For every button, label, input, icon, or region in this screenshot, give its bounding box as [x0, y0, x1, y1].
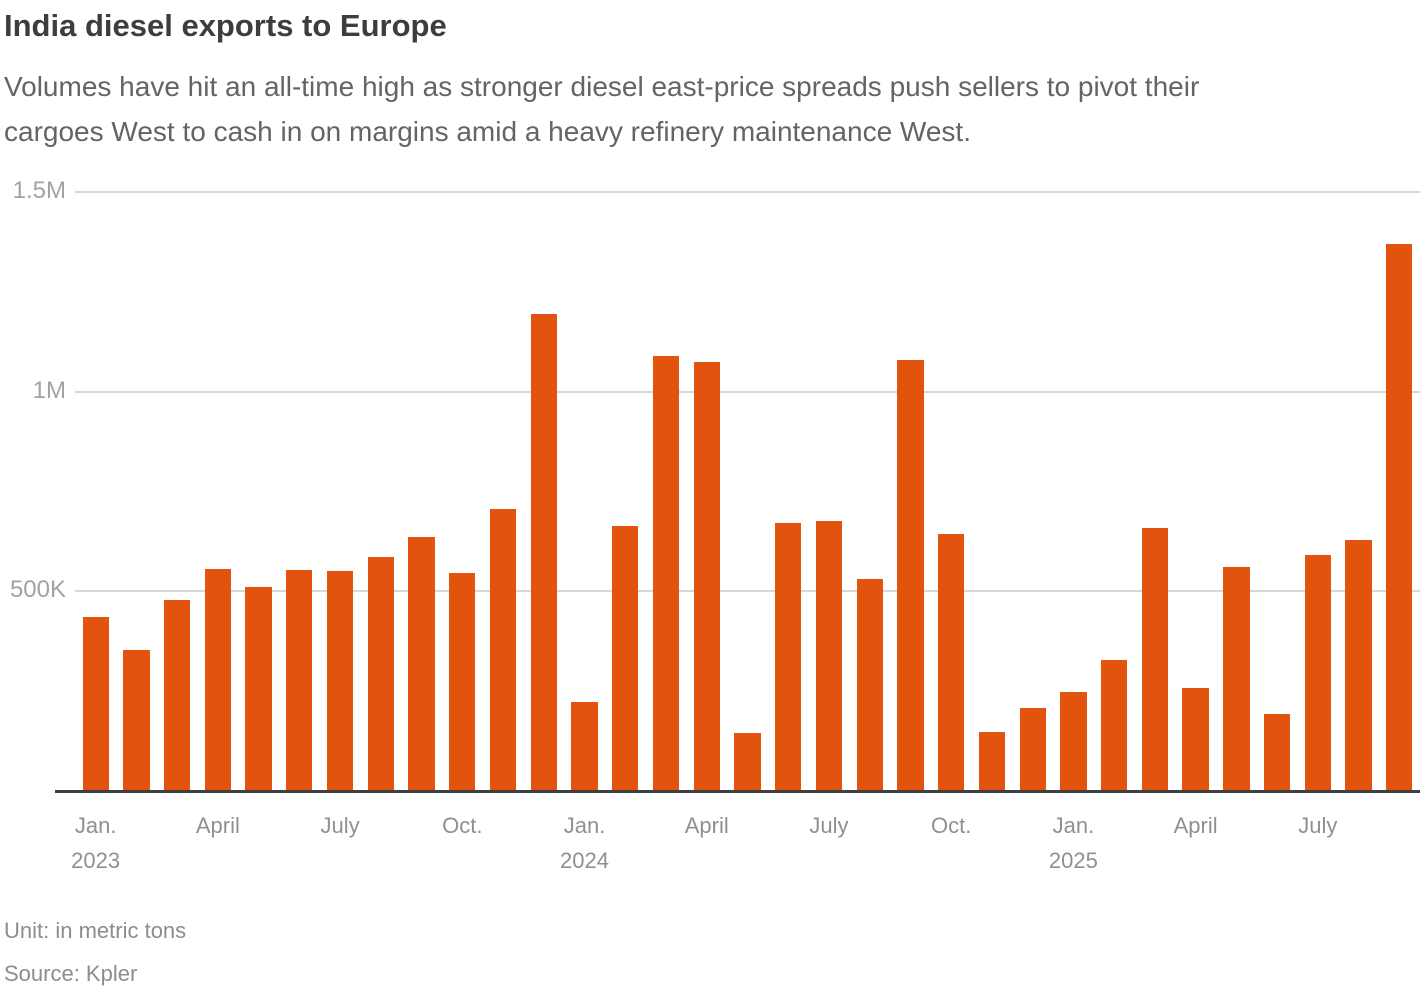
bar-aug-2023 [367, 557, 394, 791]
x-axis-tick-label: July [320, 813, 360, 838]
chart-subtitle: Volumes have hit an all-time high as str… [4, 64, 1416, 154]
chart-title: India diesel exports to Europe [4, 8, 447, 43]
bar-oct-2024 [938, 534, 965, 791]
bar-mar-2024 [652, 356, 680, 791]
x-axis-tick-year: 2023 [71, 848, 121, 873]
bar-sep-2025 [1386, 244, 1413, 791]
unit-note: Unit: in metric tons [4, 918, 187, 943]
bar-feb-2025 [1101, 660, 1128, 791]
bar-sep-2024 [897, 360, 924, 791]
bar-aug-2024 [856, 579, 883, 791]
x-axis-tick-label: July [1298, 813, 1338, 838]
bar-dec-2023 [530, 314, 557, 791]
bar-jul-2025 [1304, 555, 1331, 791]
bar-jul-2024 [815, 521, 843, 791]
x-axis-tick-label: Jan. 2025 [1008, 808, 1138, 878]
x-axis-tick-label: April [195, 813, 240, 838]
bar-feb-2023 [123, 650, 150, 791]
chart-subtitle-line-2: cargoes West to cash in on margins amid … [4, 116, 971, 147]
bar-jan-2025 [1060, 692, 1087, 791]
x-axis-tick-year: 2025 [1048, 848, 1098, 873]
x-axis-tick-label: Oct. [442, 813, 483, 838]
x-axis-tick-label: April [684, 813, 729, 838]
bar-jun-2024 [775, 523, 802, 791]
bar-sep-2023 [408, 537, 435, 791]
y-axis-tick-label: 500K [9, 576, 66, 604]
x-axis-tick-label: Oct. [931, 813, 972, 838]
bar-may-2023 [245, 587, 272, 791]
x-axis-line [55, 789, 1420, 793]
bar-feb-2024 [612, 526, 639, 791]
bar-may-2024 [734, 733, 761, 791]
gridline [75, 390, 1420, 393]
x-axis-tick-label: Jan. 2024 [520, 808, 650, 878]
bar-aug-2025 [1345, 540, 1372, 791]
bar-mar-2025 [1141, 528, 1169, 791]
source-note: Source: Kpler [4, 961, 138, 986]
x-axis-tick-label: Jan. 2023 [31, 808, 161, 878]
bar-oct-2023 [449, 573, 476, 791]
bar-jan-2023 [82, 617, 109, 791]
bar-apr-2023 [204, 569, 232, 791]
chart-subtitle-line-1: Volumes have hit an all-time high as str… [4, 71, 1200, 102]
bar-dec-2024 [1019, 708, 1046, 791]
bar-apr-2025 [1182, 688, 1209, 791]
x-axis-tick-label: April [1173, 813, 1218, 838]
bar-may-2025 [1223, 567, 1250, 791]
gridline [75, 590, 1420, 593]
bar-nov-2023 [489, 509, 517, 791]
bar-jul-2023 [326, 571, 354, 791]
x-axis-tick-label: July [809, 813, 849, 838]
bar-jan-2024 [571, 702, 598, 791]
bar-mar-2023 [163, 600, 191, 791]
bar-nov-2024 [978, 732, 1006, 791]
y-axis-tick-label: 1M [32, 376, 66, 404]
x-axis-tick-year: 2024 [560, 848, 609, 873]
gridline [75, 191, 1420, 193]
bar-jun-2023 [286, 570, 313, 791]
bar-apr-2024 [693, 362, 720, 791]
bar-jun-2025 [1263, 714, 1291, 791]
y-axis-tick-label: 1.5M [12, 177, 66, 204]
